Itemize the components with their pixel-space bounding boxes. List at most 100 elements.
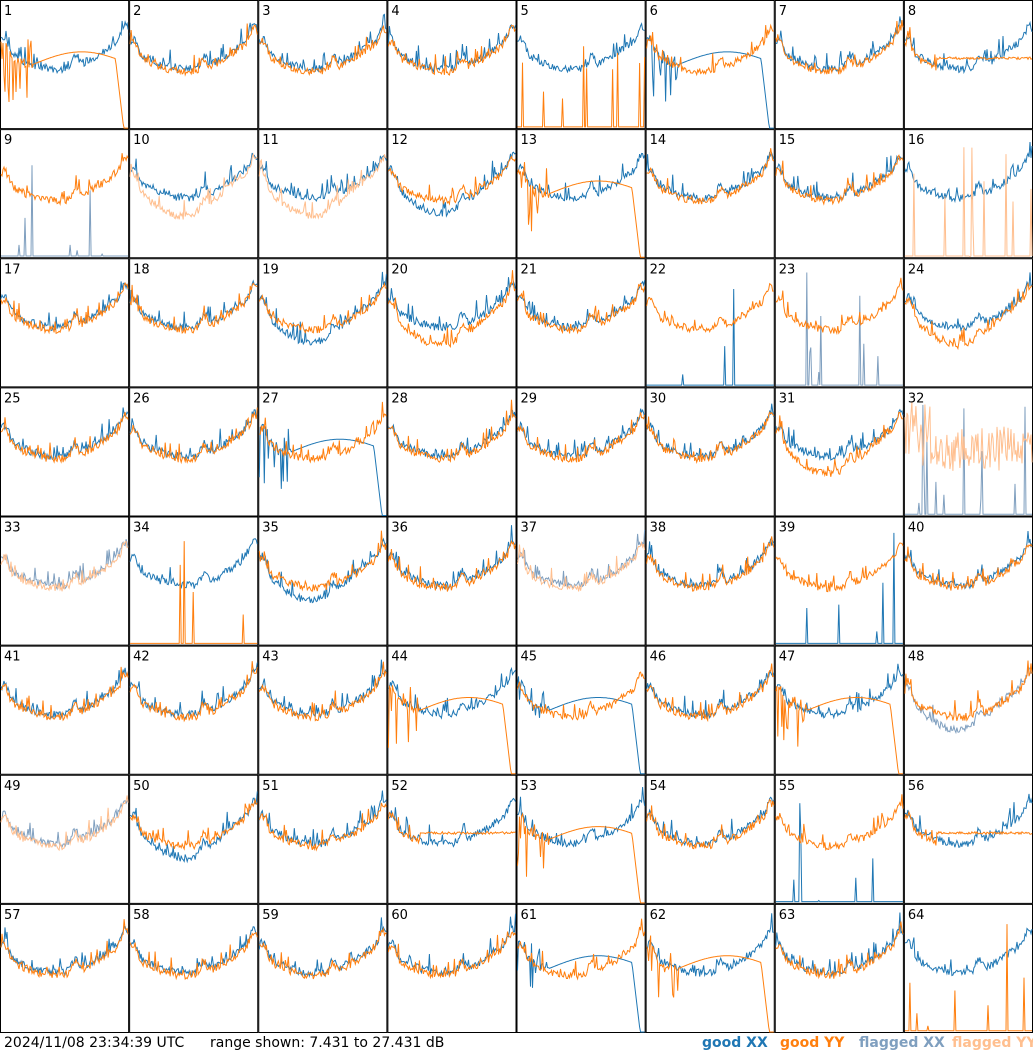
series-yy <box>129 407 258 465</box>
series-xx <box>646 288 774 386</box>
panel-frame <box>129 774 259 904</box>
panel-label: 23 <box>779 262 796 277</box>
panel-label: 13 <box>521 133 538 148</box>
series-yy <box>904 543 1033 591</box>
panel-frame <box>387 903 517 1033</box>
panel-label: 60 <box>391 908 408 923</box>
series-xx <box>517 529 646 589</box>
panel-label: 52 <box>391 779 408 794</box>
series-yy <box>0 153 129 206</box>
series-yy <box>904 401 1033 471</box>
panel-label: 12 <box>391 133 408 148</box>
panel-frame <box>258 516 388 646</box>
series-xx <box>258 271 387 346</box>
panel-label: 54 <box>650 779 667 794</box>
panel-label: 43 <box>262 650 279 665</box>
panel-label: 17 <box>4 262 21 277</box>
series-yy <box>0 666 129 722</box>
panel-label: 31 <box>779 391 796 406</box>
panel-label: 26 <box>133 391 150 406</box>
panel-label: 47 <box>779 650 796 665</box>
panel-62: 62 <box>645 903 775 1033</box>
panel-frame <box>774 129 904 259</box>
panel-frame <box>129 258 259 388</box>
series-xx <box>387 277 516 332</box>
panel-frame <box>0 387 130 517</box>
panel-label: 39 <box>779 521 796 536</box>
panel-frame <box>903 774 1033 904</box>
panel-frame <box>387 516 517 646</box>
panel-label: 32 <box>908 391 925 406</box>
panel-8: 8 <box>903 0 1033 130</box>
panel-label: 28 <box>391 391 408 406</box>
series-xx <box>904 404 1032 515</box>
panel-frame <box>645 774 775 904</box>
panel-label: 59 <box>262 908 279 923</box>
panel-label: 37 <box>521 521 538 536</box>
series-yy <box>775 411 903 478</box>
series-xx <box>517 940 645 1033</box>
panel-15: 15 <box>774 129 904 259</box>
series-yy <box>775 277 904 336</box>
panel-label: 46 <box>650 650 667 665</box>
series-yy <box>387 270 516 348</box>
panel-36: 36 <box>387 516 517 646</box>
series-xx <box>904 272 1033 332</box>
panel-label: 15 <box>779 133 796 148</box>
series-yy <box>387 539 516 592</box>
panel-label: 7 <box>779 4 787 19</box>
panel-56: 56 <box>903 774 1033 904</box>
series-yy <box>775 542 904 593</box>
series-yy <box>904 660 1033 722</box>
panel-label: 56 <box>908 779 925 794</box>
series-yy <box>646 935 774 1033</box>
panel-frame <box>0 903 130 1033</box>
panel-frame <box>645 0 775 130</box>
panel-20: 20 <box>387 258 517 388</box>
series-yy <box>387 684 516 775</box>
panel-frame <box>645 645 775 775</box>
panel-34: 34 <box>129 516 259 646</box>
series-xx <box>130 152 258 202</box>
panel-41: 41 <box>0 645 130 775</box>
panel-6: 6 <box>645 0 775 130</box>
series-yy <box>517 540 646 592</box>
panel-50: 50 <box>129 774 259 904</box>
series-yy <box>387 811 516 845</box>
panel-frame <box>516 258 646 388</box>
panel-frame <box>0 645 130 775</box>
panel-37: 37 <box>516 516 646 646</box>
series-yy <box>517 812 645 904</box>
panel-16: 16 <box>903 129 1033 259</box>
series-yy <box>775 20 904 75</box>
panel-label: 8 <box>908 4 916 19</box>
panel-label: 11 <box>262 133 279 148</box>
panel-26: 26 <box>129 387 259 517</box>
series-yy <box>517 46 646 128</box>
panel-10: 10 <box>129 129 259 259</box>
panel-frame <box>0 516 130 646</box>
panel-46: 46 <box>645 645 775 775</box>
series-yy <box>517 412 646 463</box>
panel-label: 63 <box>779 908 796 923</box>
panel-frame <box>387 0 517 130</box>
panel-12: 12 <box>387 129 517 259</box>
series-xx <box>775 272 903 386</box>
panel-frame <box>774 258 904 388</box>
panel-label: 25 <box>4 391 21 406</box>
panel-label: 10 <box>133 133 150 148</box>
series-xx <box>1 165 129 257</box>
panel-frame <box>129 903 259 1033</box>
series-yy <box>646 663 774 723</box>
series-yy <box>388 399 516 463</box>
series-xx <box>904 20 1033 75</box>
panel-18: 18 <box>129 258 259 388</box>
panel-frame <box>903 0 1033 130</box>
panel-label: 16 <box>908 133 925 148</box>
panel-label: 5 <box>521 4 529 19</box>
series-xx <box>646 913 774 978</box>
series-yy <box>646 148 775 205</box>
footer: 2024/11/08 23:34:39 UTC range shown: 7.4… <box>0 1033 1033 1053</box>
panel-frame <box>645 258 775 388</box>
series-yy <box>0 795 129 852</box>
